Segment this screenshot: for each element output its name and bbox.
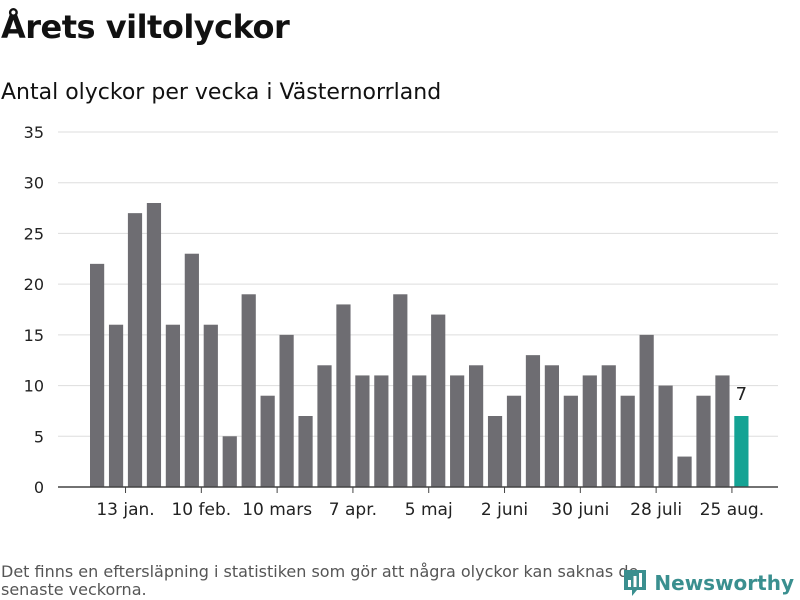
bar [90, 263, 105, 487]
bar [241, 294, 256, 487]
bar [450, 375, 465, 487]
y-tick-label: 10 [24, 377, 44, 396]
bar [715, 375, 730, 487]
y-tick-label: 30 [24, 174, 44, 193]
x-tick-label: 30 juni [551, 500, 609, 520]
bar [279, 334, 294, 487]
x-tick-label: 7 apr. [329, 500, 377, 520]
x-tick-label: 5 maj [405, 500, 453, 520]
bar [601, 365, 616, 487]
bar [146, 203, 162, 487]
bar [620, 395, 635, 487]
bar [393, 294, 408, 487]
x-tick-label: 25 aug. [700, 500, 764, 520]
bars [90, 203, 749, 487]
bar [317, 365, 332, 487]
y-axis-ticks: 0 5 10 15 20 25 30 35 [24, 123, 44, 497]
bar [127, 213, 143, 487]
bar [469, 365, 484, 487]
chart-subtitle: Antal olyckor per vecka i Västernorrland [1, 80, 442, 105]
data-label-highlight: 7 [736, 384, 747, 405]
bar [298, 416, 313, 487]
bar [582, 375, 597, 487]
y-tick-label: 0 [34, 478, 44, 497]
bar [222, 436, 237, 487]
chart-title: Årets viltolyckor [1, 8, 290, 46]
footnote: Det finns en eftersläpning i statistiken… [1, 562, 639, 599]
brand-name: Newsworthy [654, 571, 794, 595]
bar [696, 395, 711, 487]
bar [260, 395, 275, 487]
bar [544, 365, 559, 487]
bar-chart: 0 5 10 15 20 25 30 35 13 jan. 10 feb. 10 mars 7 ap… [24, 123, 778, 520]
bar [487, 416, 503, 487]
y-tick-label: 35 [24, 123, 44, 142]
bar-chart-logo-icon [624, 570, 647, 596]
x-tick-label: 10 mars [242, 500, 312, 520]
bar [677, 456, 692, 487]
bar [165, 324, 180, 487]
bar [374, 375, 389, 487]
y-tick-label: 25 [24, 224, 44, 243]
bar [108, 324, 124, 487]
x-tick-label: 28 juli [630, 500, 682, 520]
bar [639, 334, 654, 487]
x-tick-label: 10 feb. [171, 500, 231, 520]
x-tick-label: 2 juni [481, 500, 528, 520]
x-tick-label: 13 jan. [96, 500, 154, 520]
bar [412, 375, 427, 487]
bar [355, 375, 370, 487]
bar [658, 385, 673, 487]
y-tick-label: 15 [24, 326, 44, 345]
bar [506, 395, 522, 487]
bar [431, 314, 446, 487]
data-labels: 7 [736, 384, 747, 405]
bar [203, 324, 218, 487]
bar [184, 253, 199, 487]
x-axis-ticks: 13 jan. 10 feb. 10 mars 7 apr. 5 maj 2 juni 30… [96, 487, 764, 520]
bar [525, 355, 541, 487]
bar-highlight [734, 416, 749, 487]
brand-logo: Newsworthy [622, 568, 794, 598]
y-tick-label: 5 [34, 427, 44, 446]
y-tick-label: 20 [24, 275, 44, 294]
bar [563, 395, 578, 487]
bar [336, 304, 351, 487]
